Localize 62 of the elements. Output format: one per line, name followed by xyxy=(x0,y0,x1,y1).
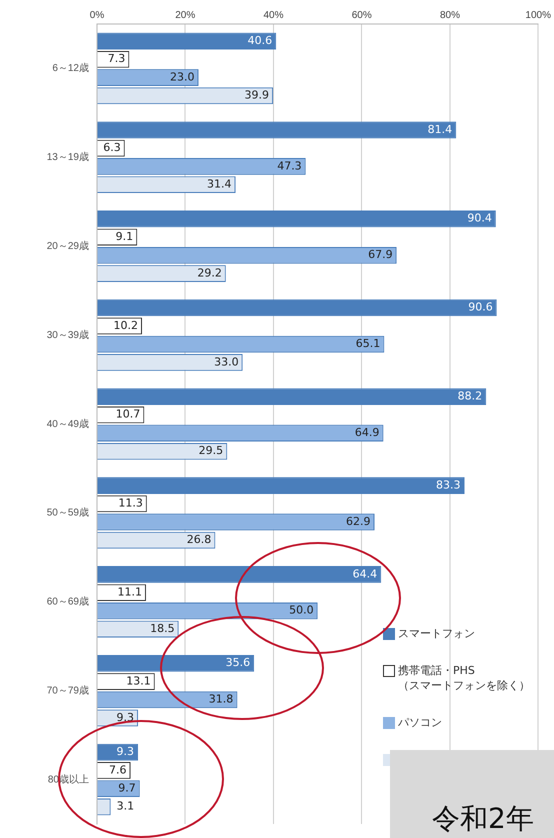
bar xyxy=(98,122,456,138)
x-tick-label: 60% xyxy=(352,10,372,21)
y-tick-label: 13～19歳 xyxy=(46,151,89,164)
data-label: 9.3 xyxy=(116,710,134,724)
data-label: 13.1 xyxy=(126,674,151,688)
data-label: 26.8 xyxy=(186,533,212,546)
data-label: 3.1 xyxy=(116,800,134,813)
bar xyxy=(98,477,465,494)
y-tick-label: 60～69歳 xyxy=(46,596,89,608)
data-label: 35.6 xyxy=(226,656,250,670)
data-label: 67.9 xyxy=(368,248,393,262)
data-label: 29.5 xyxy=(198,444,224,458)
data-label: 40.6 xyxy=(248,34,272,47)
bar xyxy=(98,210,496,228)
bar xyxy=(98,654,254,672)
bar xyxy=(98,566,382,583)
data-label: 10.2 xyxy=(114,318,138,332)
x-tick-label: 0% xyxy=(90,10,104,21)
data-label: 64.4 xyxy=(352,567,378,580)
x-tick-label: 20% xyxy=(175,10,196,21)
data-label: 6.3 xyxy=(103,141,121,154)
data-label: 90.6 xyxy=(468,300,493,314)
legend-label: パソコン xyxy=(398,715,442,730)
data-label: 33.0 xyxy=(214,355,239,368)
data-label: 90.4 xyxy=(467,212,492,225)
data-label: 81.4 xyxy=(428,122,452,136)
data-label: 31.8 xyxy=(208,692,234,706)
data-label: 9.1 xyxy=(116,230,134,243)
data-label: 9.3 xyxy=(116,745,134,758)
data-label: 47.3 xyxy=(277,159,302,172)
legend-label: スマートフォン xyxy=(398,626,475,641)
data-label: 83.3 xyxy=(436,478,461,492)
data-label: 31.4 xyxy=(207,178,232,191)
data-label: 23.0 xyxy=(170,70,194,84)
x-tick-label: 40% xyxy=(263,10,284,21)
annotation: 令和2年 xyxy=(390,750,554,838)
y-tick-label: 20～29歳 xyxy=(46,240,89,252)
data-label: 7.6 xyxy=(109,763,127,776)
bar xyxy=(98,388,486,406)
data-label: 65.1 xyxy=(356,337,380,350)
data-label: 11.1 xyxy=(117,586,142,599)
x-tick-label: 80% xyxy=(440,10,460,21)
y-tick-label: 30～39歳 xyxy=(46,328,89,341)
data-label: 88.2 xyxy=(458,390,482,403)
data-label: 62.9 xyxy=(346,514,371,528)
data-label: 11.3 xyxy=(118,496,143,510)
data-label: 64.9 xyxy=(354,426,380,439)
data-label: 39.9 xyxy=(244,88,270,102)
data-label: 50.0 xyxy=(289,604,314,617)
y-tick-label: 50～59歳 xyxy=(46,506,89,519)
bar xyxy=(98,32,276,50)
data-label: 10.7 xyxy=(116,408,140,421)
text: 携帯電話・PHS （スマートフォンを除く） xyxy=(398,663,530,693)
bar xyxy=(98,299,497,316)
data-label: 7.3 xyxy=(108,52,126,66)
y-tick-label: 70～79歳 xyxy=(46,684,89,696)
y-tick-label: 6～12歳 xyxy=(52,62,89,74)
data-label: 29.2 xyxy=(197,266,222,280)
data-label: 18.5 xyxy=(150,622,175,635)
data-label: 9.7 xyxy=(118,782,136,795)
x-tick-label: 100% xyxy=(525,10,552,21)
y-tick-label: 40～49歳 xyxy=(46,418,89,430)
